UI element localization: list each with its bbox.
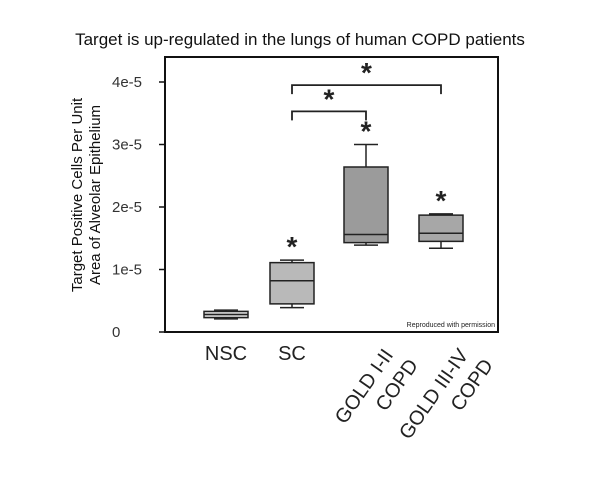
y-tick-label: 3e-5 xyxy=(112,137,142,154)
bracket-star: * xyxy=(361,57,372,88)
y-tick-label: 2e-5 xyxy=(112,199,142,216)
significance-bracket: * xyxy=(291,57,442,95)
box-body xyxy=(343,166,389,244)
significance-star: * xyxy=(287,231,298,262)
box-2: * xyxy=(269,231,315,309)
significance-star: * xyxy=(361,116,372,147)
y-tick-label: 0 xyxy=(112,324,120,341)
significance-star: * xyxy=(436,185,447,216)
box-4: * xyxy=(418,185,464,249)
bracket-line xyxy=(291,84,442,95)
chart-title: Target is up-regulated in the lungs of h… xyxy=(75,30,525,49)
y-axis-label: Target Positive Cells Per UnitArea of Al… xyxy=(69,97,104,292)
y-axis-label-line: Target Positive Cells Per Unit xyxy=(69,97,86,292)
plot-frame xyxy=(164,56,499,333)
y-tick-label: 1e-5 xyxy=(112,262,142,279)
box-body xyxy=(269,261,315,305)
x-category-label: GOLD III-IVCOPD xyxy=(395,340,498,458)
reproduction-note: Reproduced with permission xyxy=(407,322,495,329)
x-category-label: SC xyxy=(278,343,306,365)
bracket-line xyxy=(291,110,367,121)
box-body xyxy=(418,214,464,243)
box-3: * xyxy=(343,116,389,246)
y-tick-label: 4e-5 xyxy=(112,74,142,91)
box-1 xyxy=(203,309,249,320)
x-category-label: NSC xyxy=(205,343,247,365)
y-axis-label-line: Area of Alveolar Epithelium xyxy=(87,105,104,285)
significance-bracket: * xyxy=(291,83,367,121)
bracket-star: * xyxy=(324,83,335,114)
